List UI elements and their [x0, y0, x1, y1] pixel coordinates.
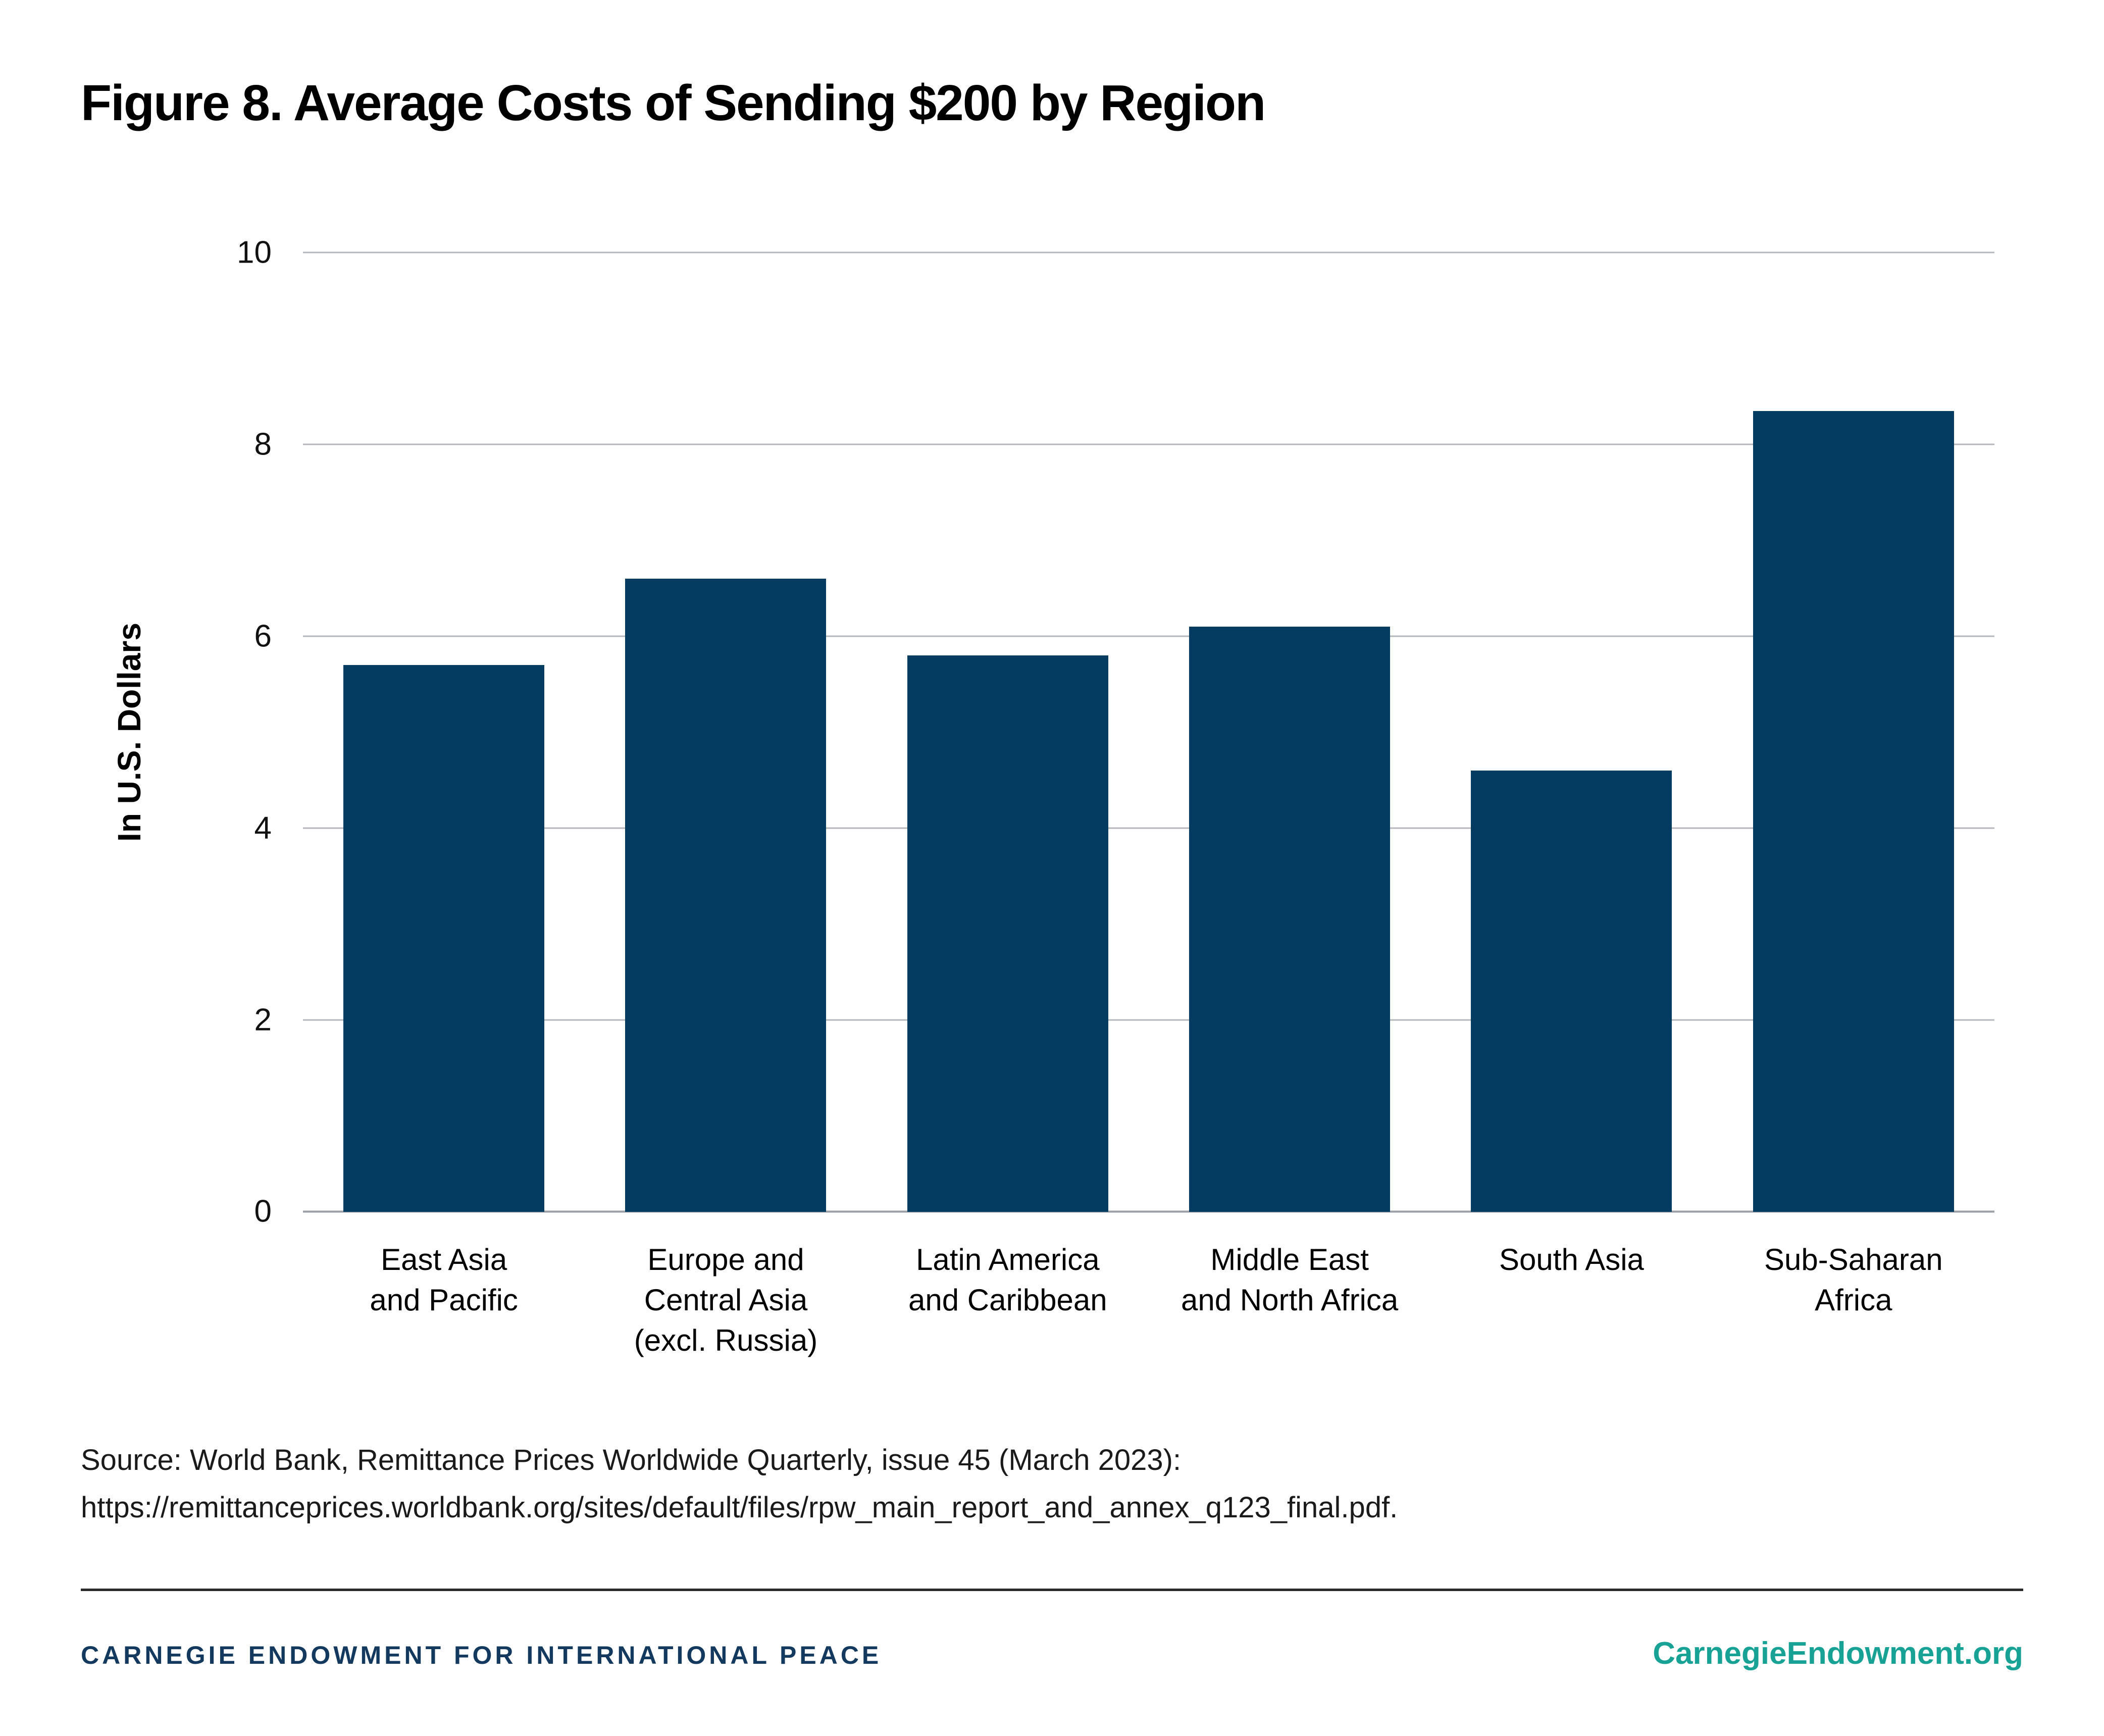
y-tick-label: 10	[237, 235, 272, 270]
gridline: 8	[254, 429, 1994, 460]
gridline: 4	[254, 812, 1994, 844]
source-note: Source: World Bank, Remittance Prices Wo…	[81, 1437, 1898, 1531]
x-axis-label: South Asia	[1499, 1243, 1644, 1277]
bar-6	[1753, 411, 1954, 1212]
source-line-1: Source: World Bank, Remittance Prices Wo…	[81, 1444, 1182, 1476]
bar-slot	[585, 252, 866, 1212]
y-tick-label: 0	[254, 1194, 272, 1229]
gridline: 6	[254, 621, 1994, 652]
x-axis-label: Middle East and North Africa	[1181, 1243, 1399, 1317]
bars-layer	[303, 252, 1994, 1212]
plot-area: 0 2 4 6 8 10	[237, 237, 1994, 1227]
x-axis-label: Sub-Saharan Africa	[1764, 1243, 1943, 1317]
y-tick-label: 6	[254, 619, 272, 653]
bar-slot	[867, 252, 1149, 1212]
x-axis-label: Europe and Central Asia (excl. Russia)	[634, 1243, 818, 1357]
bar-4	[1189, 627, 1391, 1212]
bar-2	[625, 579, 827, 1212]
x-axis-label: East Asia and Pacific	[370, 1243, 518, 1317]
bar-slot	[1430, 252, 1712, 1212]
x-axis-label: Latin America and Caribbean	[908, 1243, 1107, 1317]
y-axis-title: In U.S. Dollars	[111, 623, 147, 842]
bar-slot	[1713, 252, 1994, 1212]
gridline: 2	[254, 1004, 1994, 1036]
bar-slot	[1149, 252, 1430, 1212]
y-tick-label: 4	[254, 810, 272, 845]
gridline: 10	[237, 237, 1994, 268]
y-tick-label: 2	[254, 1002, 272, 1037]
y-tick-label: 8	[254, 427, 272, 462]
bar-slot	[303, 252, 585, 1212]
figure-title: Figure 8. Average Costs of Sending $200 …	[81, 75, 1266, 131]
page-footer: CARNEGIE ENDOWMENT FOR INTERNATIONAL PEA…	[81, 1589, 2023, 1671]
bar-chart: In U.S. Dollars 0 2 4 6 8 10 East Asia and Pac…	[81, 237, 2023, 1361]
x-axis-labels: East Asia and Pacific Europe and Central As…	[303, 1240, 1994, 1361]
footer-site-link: CarnegieEndowment.org	[1653, 1636, 2023, 1671]
bar-3	[907, 655, 1108, 1212]
bar-1	[343, 665, 545, 1212]
footer-org-name: CARNEGIE ENDOWMENT FOR INTERNATIONAL PEA…	[81, 1641, 882, 1669]
bar-5	[1471, 771, 1672, 1212]
x-axis-line: 0	[254, 1196, 1994, 1227]
source-line-2: https://remittanceprices.worldbank.org/s…	[81, 1491, 1398, 1524]
